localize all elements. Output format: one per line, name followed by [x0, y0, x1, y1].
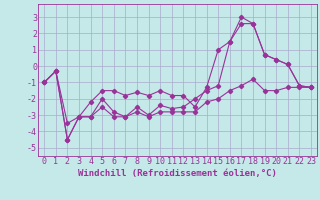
X-axis label: Windchill (Refroidissement éolien,°C): Windchill (Refroidissement éolien,°C): [78, 169, 277, 178]
